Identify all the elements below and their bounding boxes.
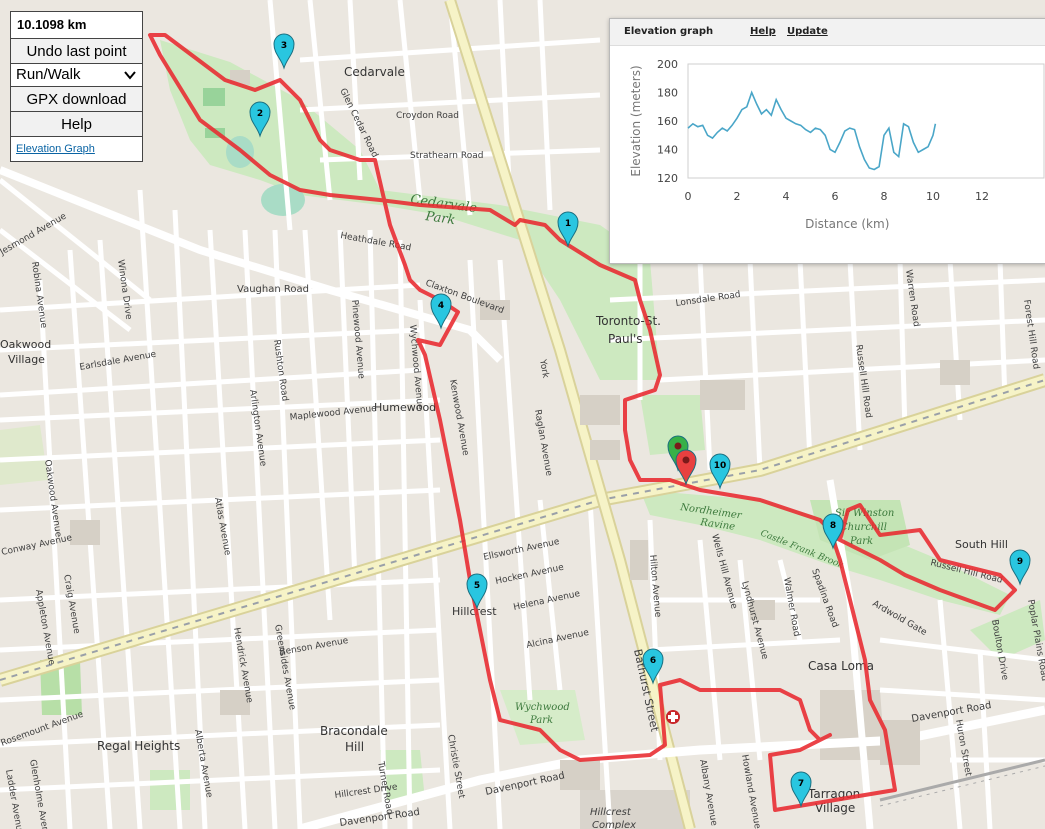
label-casa-loma: Casa Loma [808, 659, 874, 673]
elevation-update-link[interactable]: Update [787, 26, 828, 37]
undo-last-point-button[interactable]: Undo last point [11, 39, 142, 64]
route-distance: 10.1098 km [11, 12, 142, 39]
label-wychwood-park-2: Park [529, 715, 553, 726]
label-sir-winston-3: Park [849, 536, 873, 547]
chart-x-axis-label: Distance (km) [805, 217, 889, 231]
route-marker-1-label: 1 [565, 219, 571, 229]
y-tick-label: 180 [657, 87, 678, 100]
elevation-window-title: Elevation graph [624, 26, 714, 37]
route-marker-3-label: 3 [281, 41, 287, 51]
label-vaughan-road: Vaughan Road [237, 284, 309, 295]
mode-select[interactable]: Run/Walk [11, 64, 142, 87]
route-marker-6[interactable]: 6 [642, 648, 664, 685]
mode-select-value: Run/Walk [16, 66, 81, 83]
chart-y-axis-label: Elevation (meters) [629, 65, 643, 176]
route-marker-5[interactable]: 5 [466, 573, 488, 610]
label-bracondale-hill-2: Hill [345, 740, 364, 754]
route-marker-9-label: 9 [1017, 557, 1023, 567]
x-tick-label: 2 [734, 190, 741, 203]
x-tick-label: 6 [832, 190, 839, 203]
label-croydon-road: Croydon Road [396, 111, 459, 121]
label-south-hill: South Hill [955, 538, 1008, 551]
label-cedarvale: Cedarvale [344, 65, 405, 79]
route-marker-2[interactable]: 2 [249, 101, 271, 138]
label-strathearn-road: Strathearn Road [410, 151, 483, 161]
hospital-icon [666, 710, 680, 724]
route-marker-1[interactable]: 1 [557, 211, 579, 248]
route-marker-8[interactable]: 8 [822, 513, 844, 550]
route-marker-7-label: 7 [798, 779, 804, 789]
label-york: York [537, 358, 550, 380]
elevation-help-link[interactable]: Help [750, 26, 776, 37]
elevation-series-line [687, 90, 937, 171]
label-nordheimer-ravine-2: Ravine [699, 517, 736, 533]
end-marker[interactable] [675, 449, 697, 486]
label-regal-heights: Regal Heights [97, 739, 180, 753]
label-toronto-st-pauls-2: Paul's [608, 332, 643, 346]
route-marker-4[interactable]: 4 [430, 293, 452, 330]
chart-plot-area [687, 63, 1045, 179]
elevation-graph-link[interactable]: Elevation Graph [16, 143, 95, 155]
route-line [148, 33, 897, 812]
route-marker-10[interactable]: 10 [709, 453, 731, 490]
label-bracondale-hill-1: Bracondale [320, 724, 388, 738]
route-marker-10-label: 10 [714, 461, 727, 471]
x-tick-label: 10 [926, 190, 940, 203]
route-marker-3[interactable]: 3 [273, 33, 295, 70]
chevron-down-icon [124, 71, 136, 80]
elevation-window-header[interactable]: Elevation graph Help Update [610, 19, 1045, 46]
y-tick-label: 160 [657, 115, 678, 128]
label-humewood: Humewood [374, 401, 436, 414]
label-cedarvale-park-2: Park [423, 209, 456, 228]
label-tarragon-village-2: Village [815, 801, 855, 815]
route-control-panel: 10.1098 km Undo last point Run/Walk GPX … [10, 11, 143, 162]
help-button[interactable]: Help [11, 112, 142, 137]
route-marker-2-label: 2 [257, 109, 263, 119]
label-hillcrest-complex-1: Hillcrest [590, 807, 632, 818]
route-marker-6-label: 6 [650, 656, 656, 666]
label-oakwood-village-1: Oakwood [0, 338, 51, 351]
route-marker-4-label: 4 [438, 301, 444, 311]
label-sir-winston-2: Churchill [840, 522, 887, 533]
label-wychwood-park-1: Wychwood [515, 702, 570, 713]
label-oakwood-village-2: Village [8, 353, 45, 366]
elevation-graph-window: Elevation graph Help Update 120 140 160 180… [609, 18, 1045, 264]
y-tick-label: 140 [657, 144, 678, 157]
x-tick-label: 4 [783, 190, 790, 203]
route-marker-5-label: 5 [474, 581, 480, 591]
route-marker-8-label: 8 [830, 521, 836, 531]
y-tick-label: 200 [657, 58, 678, 71]
x-tick-label: 8 [881, 190, 888, 203]
label-hillcrest-complex-2: Complex [592, 820, 636, 829]
y-tick-label: 120 [657, 172, 678, 185]
route-marker-7[interactable]: 7 [790, 771, 812, 808]
route-marker-9[interactable]: 9 [1009, 549, 1031, 586]
x-tick-label: 12 [975, 190, 989, 203]
route-line-east-loop [829, 503, 1017, 612]
elevation-chart: 120 140 160 180 200 0 2 4 6 8 10 12 Elevation (met… [629, 58, 1045, 231]
x-tick-label: 0 [685, 190, 692, 203]
gpx-download-button[interactable]: GPX download [11, 87, 142, 112]
label-toronto-st-pauls-1: Toronto-St. [595, 314, 661, 328]
